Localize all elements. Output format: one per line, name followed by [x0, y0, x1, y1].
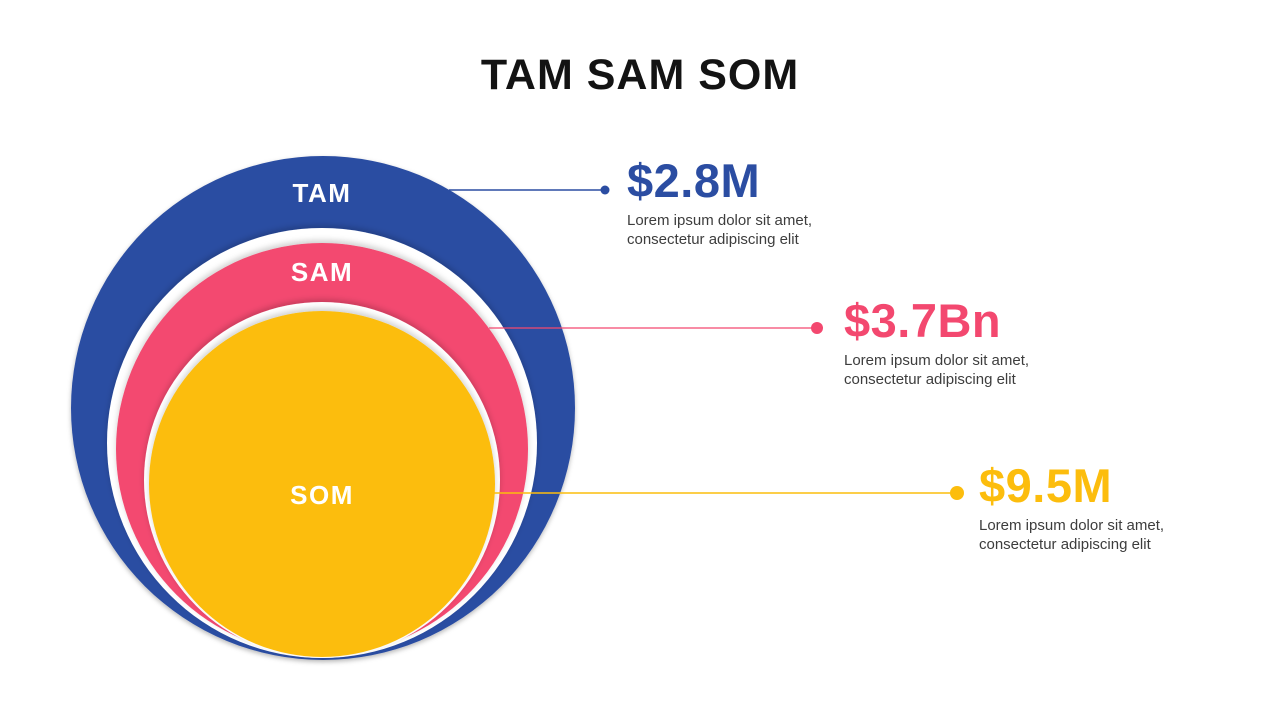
page-title: TAM SAM SOM	[480, 51, 800, 99]
som-callout: $9.5M Lorem ipsum dolor sit amet, consec…	[979, 462, 1164, 554]
sam-connector-dot	[811, 322, 823, 334]
sam-value: $3.7Bn	[844, 294, 1002, 347]
tam-connector-dot	[600, 185, 610, 195]
tam-callout: $2.8M Lorem ipsum dolor sit amet, consec…	[627, 157, 812, 249]
som-label: SOM	[290, 480, 354, 510]
tam-description: Lorem ipsum dolor sit amet, consectetur …	[627, 212, 813, 248]
tam-label: TAM	[293, 178, 352, 208]
som-circle	[149, 311, 495, 657]
tam-value: $2.8M	[627, 154, 761, 207]
sam-description: Lorem ipsum dolor sit amet, consectetur …	[844, 352, 1030, 388]
sam-label: SAM	[291, 257, 353, 287]
sam-callout: $3.7Bn Lorem ipsum dolor sit amet, conse…	[844, 297, 1029, 389]
som-value: $9.5M	[979, 459, 1113, 512]
som-description: Lorem ipsum dolor sit amet, consectetur …	[979, 517, 1165, 553]
som-connector-dot	[950, 486, 964, 500]
